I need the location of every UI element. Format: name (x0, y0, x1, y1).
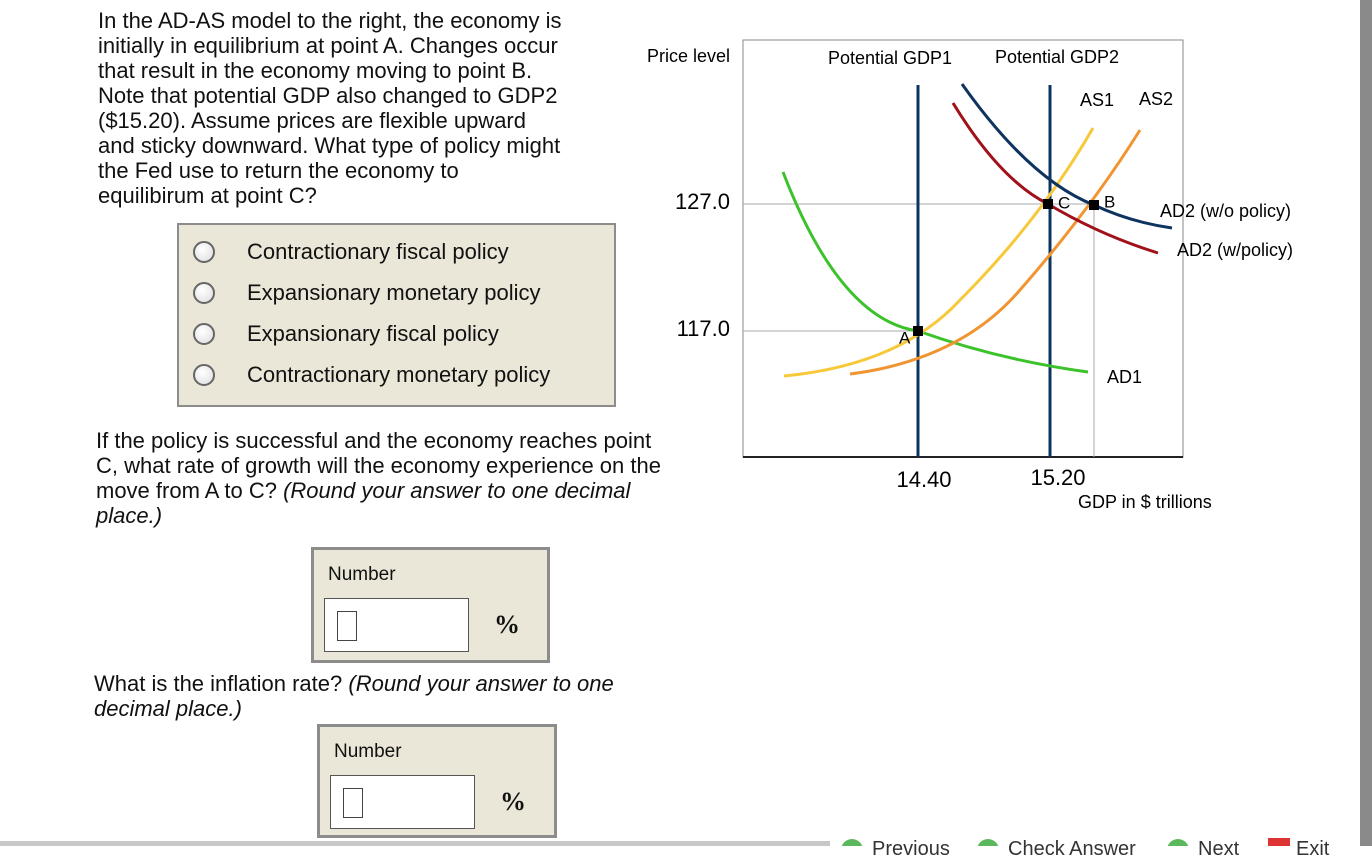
prompt: If the policy is successful and the econ… (96, 428, 661, 503)
potential-label: Potential GDP2 (995, 47, 1119, 67)
button-icon (977, 839, 999, 846)
curve-label: AD2 (w/o policy) (1160, 201, 1291, 221)
y-tick-label: 127.0 (675, 189, 730, 214)
ad2-no-policy-curve (960, 83, 1173, 230)
point-label: A (899, 328, 911, 347)
intro-line: the Fed use to return the economy to (98, 158, 459, 183)
intro-line: initially in equilibrium at point A. Cha… (98, 33, 558, 58)
point-label: B (1104, 192, 1115, 211)
curve-label: AD1 (1107, 367, 1142, 387)
button-icon (1167, 839, 1189, 846)
x-tick-label: 14.40 (896, 467, 951, 492)
intro-line: and sticky downward. What type of policy… (98, 133, 561, 158)
option-text: Contractionary monetary policy (247, 362, 551, 387)
option[interactable]: Contractionary monetary policy (193, 360, 550, 390)
button-icon (841, 839, 863, 846)
curve-label: AS2 (1139, 89, 1173, 109)
curve-label: AD2 (w/policy) (1177, 240, 1293, 260)
as2-curve (849, 129, 1142, 376)
option[interactable]: Expansionary monetary policy (193, 278, 540, 308)
point-marker (913, 326, 923, 336)
y-axis-label: Price level (647, 46, 730, 66)
button[interactable]: Exit (1296, 838, 1330, 860)
option-text: Expansionary fiscal policy (247, 321, 499, 346)
intro-line: ($15.20). Assume prices are flexible upw… (98, 108, 526, 133)
prompt: What is the inflation rate? (94, 671, 343, 696)
number-input[interactable] (330, 775, 475, 829)
x-tick-label: 15.20 (1030, 465, 1085, 490)
intro-line: In the AD-AS model to the right, the eco… (98, 8, 562, 33)
options-box: Contractionary fiscal policy Expansionar… (177, 223, 616, 407)
answer-box: Number % (317, 724, 557, 838)
button[interactable]: Previous (872, 838, 950, 860)
point-marker (1089, 200, 1099, 210)
potential-label: Potential GDP1 (828, 48, 952, 68)
question-part2: What is the inflation rate? (Round your … (94, 671, 654, 721)
curve-label: AS1 (1080, 90, 1114, 110)
x-axis-label: GDP in $ trillions (1078, 492, 1212, 512)
answer-box: Number % (311, 547, 550, 663)
number-input[interactable] (324, 598, 469, 652)
input-label: Number (328, 564, 396, 585)
ad2-policy-curve (951, 102, 1159, 255)
input-label: Number (334, 741, 402, 762)
point-marker (1043, 199, 1053, 209)
option[interactable]: Expansionary fiscal policy (193, 319, 499, 349)
intro-line: that result in the economy moving to poi… (98, 58, 533, 83)
scrollbar[interactable] (1360, 0, 1372, 846)
button-icon (1268, 838, 1290, 846)
option-text: Expansionary monetary policy (247, 280, 541, 305)
unit: % (494, 610, 520, 639)
hint: (Round your answer to one decimal place.… (96, 478, 631, 528)
radio[interactable] (193, 282, 215, 304)
radio[interactable] (193, 323, 215, 345)
question-part1: If the policy is successful and the econ… (96, 428, 676, 528)
plot-frame (742, 39, 1184, 458)
radio[interactable] (193, 241, 215, 263)
option-text: Contractionary fiscal policy (247, 239, 509, 264)
button[interactable]: Check Answer (1008, 838, 1136, 860)
intro-line: equilibirum at point C? (98, 183, 317, 208)
intro-line: Note that potential GDP also changed to … (98, 83, 558, 108)
hint: (Round your answer to one decimal place.… (94, 671, 614, 721)
y-tick-label: 117.0 (677, 316, 730, 341)
point-label: C (1058, 193, 1070, 212)
unit: % (500, 787, 526, 816)
question-intro: In the AD-AS model to the right, the eco… (98, 8, 561, 208)
button[interactable]: Next (1198, 838, 1240, 860)
option[interactable]: Contractionary fiscal policy (193, 237, 509, 267)
bottom-bar (0, 841, 830, 846)
radio[interactable] (193, 364, 215, 386)
